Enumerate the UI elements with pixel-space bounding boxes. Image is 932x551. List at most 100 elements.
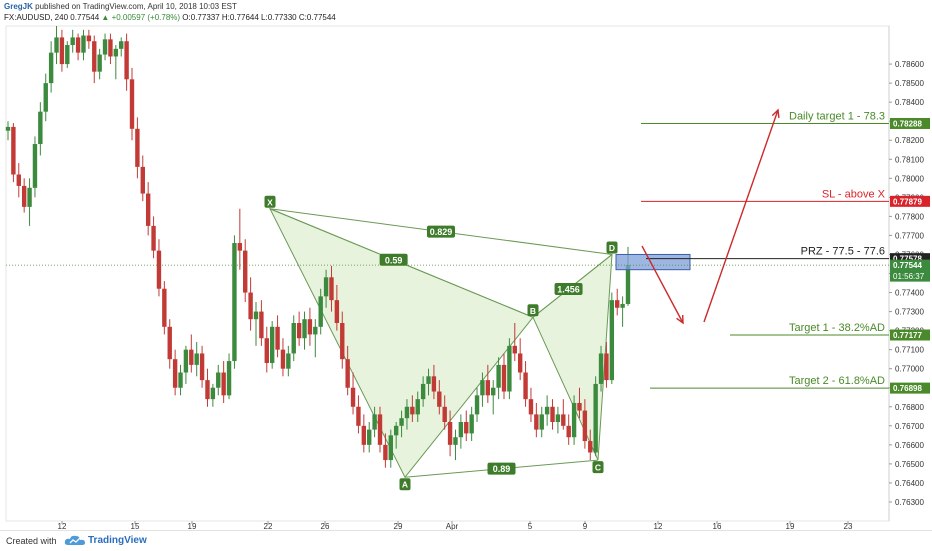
x-tick-label: 12 (654, 522, 663, 530)
candle-body (426, 376, 431, 384)
candle-body (539, 414, 544, 430)
candle-body (447, 422, 453, 445)
candle-body (102, 39, 108, 55)
candle-body (566, 425, 571, 438)
candle-body (86, 35, 92, 42)
candle-body (269, 326, 275, 363)
level-label: Target 2 - 61.8%AD (789, 375, 885, 387)
pattern-point-label: X (267, 197, 273, 207)
candle-body (620, 303, 625, 308)
candle-body (221, 372, 226, 396)
symbol-label: FX:AUDUSD, 240 (4, 13, 69, 22)
y-tick-label: 0.77100 (895, 346, 924, 355)
price-tag-label: 0.77879 (893, 197, 922, 206)
ratio-badge (427, 225, 455, 238)
candle-body (501, 364, 507, 392)
candle-body (544, 406, 550, 415)
current-price-tag: 0.77544 (893, 261, 922, 270)
price-tag-bg (890, 382, 930, 394)
candle-body (189, 349, 194, 365)
price-tag-bg (890, 253, 930, 265)
candle-body (275, 326, 280, 350)
candle-body (172, 359, 178, 388)
candle-body (528, 399, 534, 415)
author-name[interactable]: GregJK (4, 2, 33, 11)
candle-body (340, 323, 345, 360)
candle-body (334, 300, 340, 323)
candle-body (550, 406, 555, 422)
ratio-label: 1.456 (557, 285, 580, 295)
pattern-point-badge (527, 304, 539, 317)
tradingview-cloud-icon (64, 535, 85, 545)
price-chart[interactable]: 0.76300 0.76400 0.76500 0.76600 0.76700 0.768… (0, 0, 932, 530)
x-tick-label: 22 (264, 522, 273, 530)
candle-body (604, 353, 609, 381)
ratio-label: 0.59 (385, 255, 403, 265)
candle-body (11, 126, 16, 175)
x-tick-label: Apr (446, 522, 459, 530)
candle-body (54, 37, 59, 53)
candle-body (571, 402, 577, 438)
ratio-badge (487, 462, 516, 475)
up-arrow-head (771, 108, 780, 119)
candle-body (577, 402, 582, 411)
pattern-point-badge (592, 461, 604, 474)
candle-body (16, 174, 21, 186)
candle-body (329, 277, 334, 301)
candle-body (119, 41, 124, 49)
y-tick-label: 0.76600 (895, 441, 924, 450)
candle-body (264, 338, 269, 363)
x-tick-label: 19 (786, 522, 795, 530)
candle-body (431, 376, 437, 392)
level-label: SL - above X (822, 188, 886, 200)
price-tag-bg (890, 117, 930, 129)
candle-body (383, 444, 388, 461)
candle-body (361, 425, 367, 445)
candle-body (469, 414, 474, 434)
candle-body (415, 399, 420, 415)
candle-body (5, 126, 11, 131)
y-tick-label: 0.78500 (895, 79, 924, 88)
candle-body (124, 41, 129, 80)
candle-body (582, 410, 588, 442)
candle-body (302, 319, 307, 339)
y-tick-label: 0.78400 (895, 98, 924, 107)
candle-body (296, 323, 302, 339)
y-tick-label: 0.77400 (895, 289, 924, 298)
candle-body (210, 387, 216, 400)
candle-body (598, 353, 604, 384)
candle-body (108, 39, 113, 57)
candle-body (464, 422, 469, 434)
price-tag-label: 0.77578 (893, 255, 922, 264)
x-tick-label: 16 (713, 522, 722, 530)
candle-body (113, 48, 119, 57)
candle-body (474, 395, 480, 415)
candle-body (232, 243, 237, 362)
candle-body (442, 406, 447, 422)
x-tick-label: 19 (188, 522, 197, 530)
footer-bar: Created with TradingView (0, 530, 932, 551)
tradingview-brand[interactable]: TradingView (88, 535, 147, 546)
candle-body (561, 414, 566, 426)
ratio-label: 0.89 (493, 464, 511, 474)
x-tick-label: 5 (528, 522, 533, 530)
ratio-label: 0.829 (430, 227, 453, 237)
price-change: ▲ +0.00597 (+0.78%) (101, 13, 181, 22)
level-label: Target 1 - 38.2%AD (789, 322, 885, 334)
candle-body (377, 414, 383, 445)
candle-body (609, 300, 615, 381)
candle-body (555, 414, 561, 422)
candle-body (129, 79, 135, 129)
candle-body (75, 37, 81, 53)
last-price: 0.77544 (70, 13, 100, 22)
y-tick-label: 0.78600 (895, 60, 924, 69)
y-tick-label: 0.77700 (895, 231, 924, 240)
candle-body (43, 83, 48, 112)
candle-body (523, 372, 528, 400)
x-tick-label: 23 (844, 522, 853, 530)
candle-body (140, 166, 145, 194)
x-tick-label: 9 (583, 522, 588, 530)
candle-body (323, 277, 329, 297)
candle-body (253, 311, 259, 320)
candle-body (512, 345, 517, 354)
